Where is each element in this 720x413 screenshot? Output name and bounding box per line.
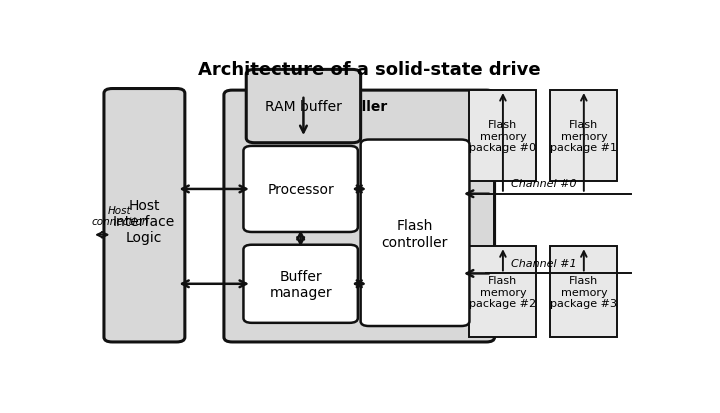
Text: Flash
memory
package #1: Flash memory package #1 (550, 120, 617, 153)
Text: Flash
memory
package #2: Flash memory package #2 (469, 275, 536, 309)
Text: Host
connection: Host connection (91, 205, 148, 227)
FancyBboxPatch shape (361, 140, 469, 326)
Text: Channel #1: Channel #1 (510, 258, 576, 268)
Text: Processor: Processor (268, 183, 334, 197)
Text: Host
Interface
Logic: Host Interface Logic (113, 198, 175, 244)
Text: RAM buffer: RAM buffer (265, 100, 341, 114)
FancyBboxPatch shape (224, 91, 495, 342)
Bar (550, 247, 617, 337)
Text: Buffer
manager: Buffer manager (269, 269, 332, 299)
Bar (550, 91, 617, 182)
FancyBboxPatch shape (243, 147, 358, 233)
FancyBboxPatch shape (104, 89, 185, 342)
Bar (469, 91, 536, 182)
Text: SSD Controller: SSD Controller (273, 100, 387, 114)
Text: Channel #0: Channel #0 (510, 178, 576, 188)
Text: Flash
memory
package #0: Flash memory package #0 (469, 120, 536, 153)
Text: Flash
memory
package #3: Flash memory package #3 (550, 275, 617, 309)
FancyBboxPatch shape (243, 245, 358, 323)
Text: Flash
controller: Flash controller (382, 219, 448, 249)
Bar (469, 247, 536, 337)
Text: Architecture of a solid-state drive: Architecture of a solid-state drive (198, 61, 540, 78)
FancyBboxPatch shape (246, 70, 361, 143)
